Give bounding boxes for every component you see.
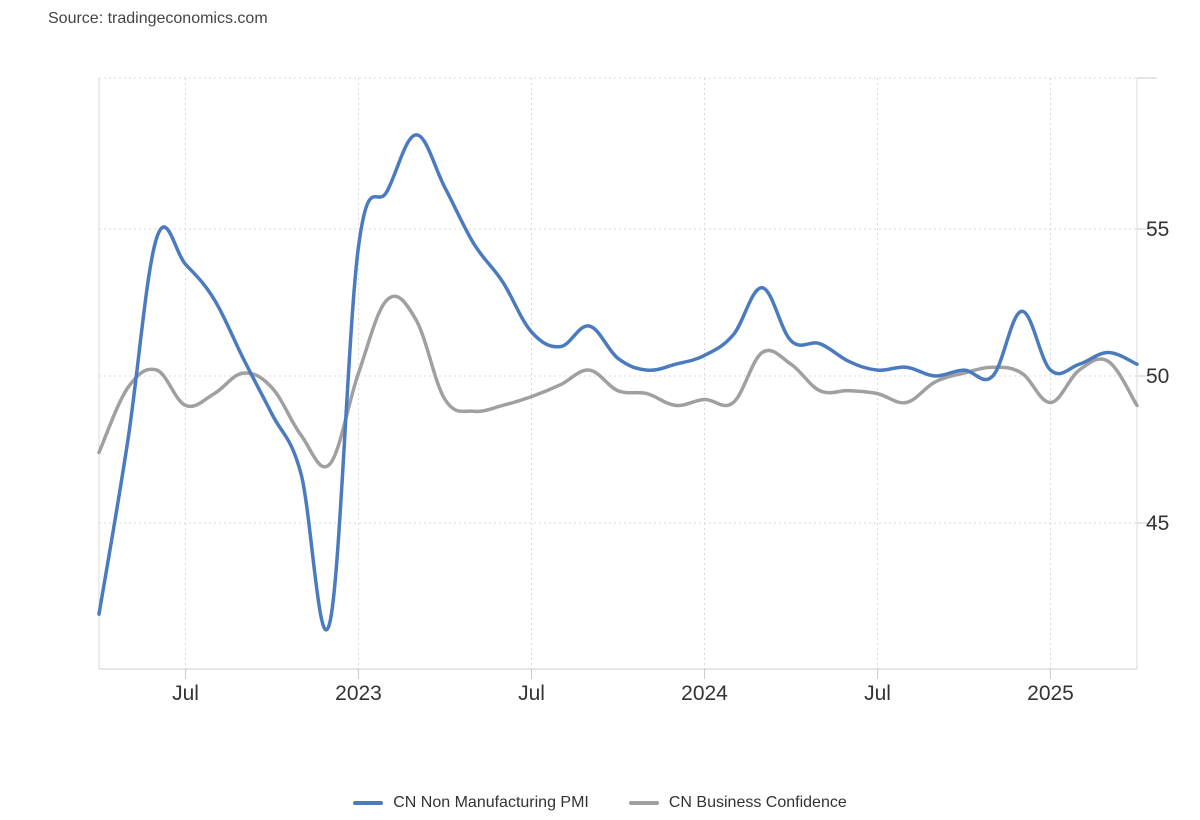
- y-tick-label: 55: [1146, 218, 1169, 241]
- legend-label-pmi: CN Non Manufacturing PMI: [393, 794, 589, 811]
- x-tick-label: Jul: [864, 682, 891, 705]
- x-tick-label: Jul: [518, 682, 545, 705]
- legend-item-pmi[interactable]: CN Non Manufacturing PMI: [353, 794, 589, 812]
- y-tick-label: 50: [1146, 365, 1169, 388]
- axes: [98, 77, 1157, 679]
- series-lines: [97, 133, 1139, 632]
- legend-swatch-confidence: [628, 801, 659, 805]
- series-line-confidence: [97, 294, 1139, 469]
- source-label: Source: tradingeconomics.com: [48, 10, 268, 27]
- tick-labels: 45 50 55 Jul 2023 Jul 2024 Jul 2025: [172, 218, 1169, 705]
- legend-swatch-pmi: [353, 801, 384, 805]
- legend-item-confidence[interactable]: CN Business Confidence: [628, 794, 847, 812]
- x-tick-label: 2023: [335, 682, 382, 705]
- y-tick-label: 45: [1146, 512, 1169, 535]
- x-tick-label: 2024: [681, 682, 728, 705]
- legend-label-confidence: CN Business Confidence: [668, 794, 847, 811]
- legend: CN Non Manufacturing PMI CN Business Con…: [0, 794, 1200, 812]
- x-tick-label: Jul: [172, 682, 199, 705]
- series-line-pmi: [97, 133, 1139, 632]
- x-tick-label: 2025: [1027, 682, 1074, 705]
